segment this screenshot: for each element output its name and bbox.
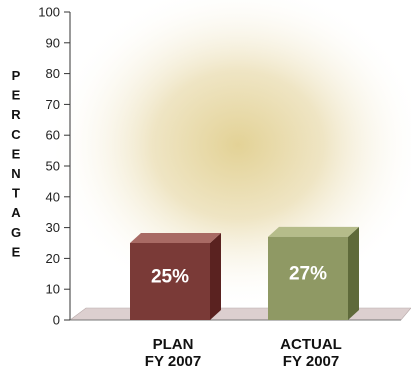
x-category-label: ACTUAL	[280, 336, 342, 353]
bar	[268, 226, 359, 320]
bar-front	[130, 243, 210, 320]
bar-value-label: 27%	[289, 263, 327, 284]
y-axis-title-letter: A	[11, 205, 21, 220]
bar-side	[210, 233, 221, 320]
bar-top	[130, 233, 221, 243]
y-tick-label: 70	[46, 97, 60, 112]
y-tick-label: 90	[46, 35, 60, 50]
bar-front	[268, 236, 348, 320]
bar-side	[348, 226, 359, 320]
bar	[130, 233, 221, 320]
y-tick-label: 0	[53, 313, 60, 328]
x-category-label: PLAN	[153, 336, 194, 353]
y-axis-title-letter: E	[12, 244, 21, 259]
y-tick-label: 100	[38, 5, 60, 20]
chart-floor	[69, 307, 411, 321]
y-axis-title-letter: C	[11, 127, 21, 142]
y-axis-title-letter: E	[12, 146, 21, 161]
y-tick-label: 30	[46, 220, 60, 235]
y-axis-title-letter: N	[11, 166, 20, 181]
y-tick-label: 80	[46, 66, 60, 81]
y-tick-label: 20	[46, 251, 60, 266]
y-tick-label: 50	[46, 159, 60, 174]
y-axis-title-letter: E	[12, 88, 21, 103]
y-tick-label: 10	[46, 282, 60, 297]
y-axis-title-letter: T	[12, 186, 20, 201]
x-category-label: FY 2007	[283, 353, 339, 370]
x-category-label: FY 2007	[145, 353, 201, 370]
y-tick-label: 60	[46, 128, 60, 143]
y-axis-title-letter: R	[11, 107, 21, 122]
bar-top	[268, 226, 359, 237]
y-axis-title-letter: G	[11, 225, 21, 240]
y-tick-label: 40	[46, 189, 60, 204]
bar-value-label: 25%	[151, 267, 189, 288]
y-axis-title-letter: P	[12, 68, 21, 83]
